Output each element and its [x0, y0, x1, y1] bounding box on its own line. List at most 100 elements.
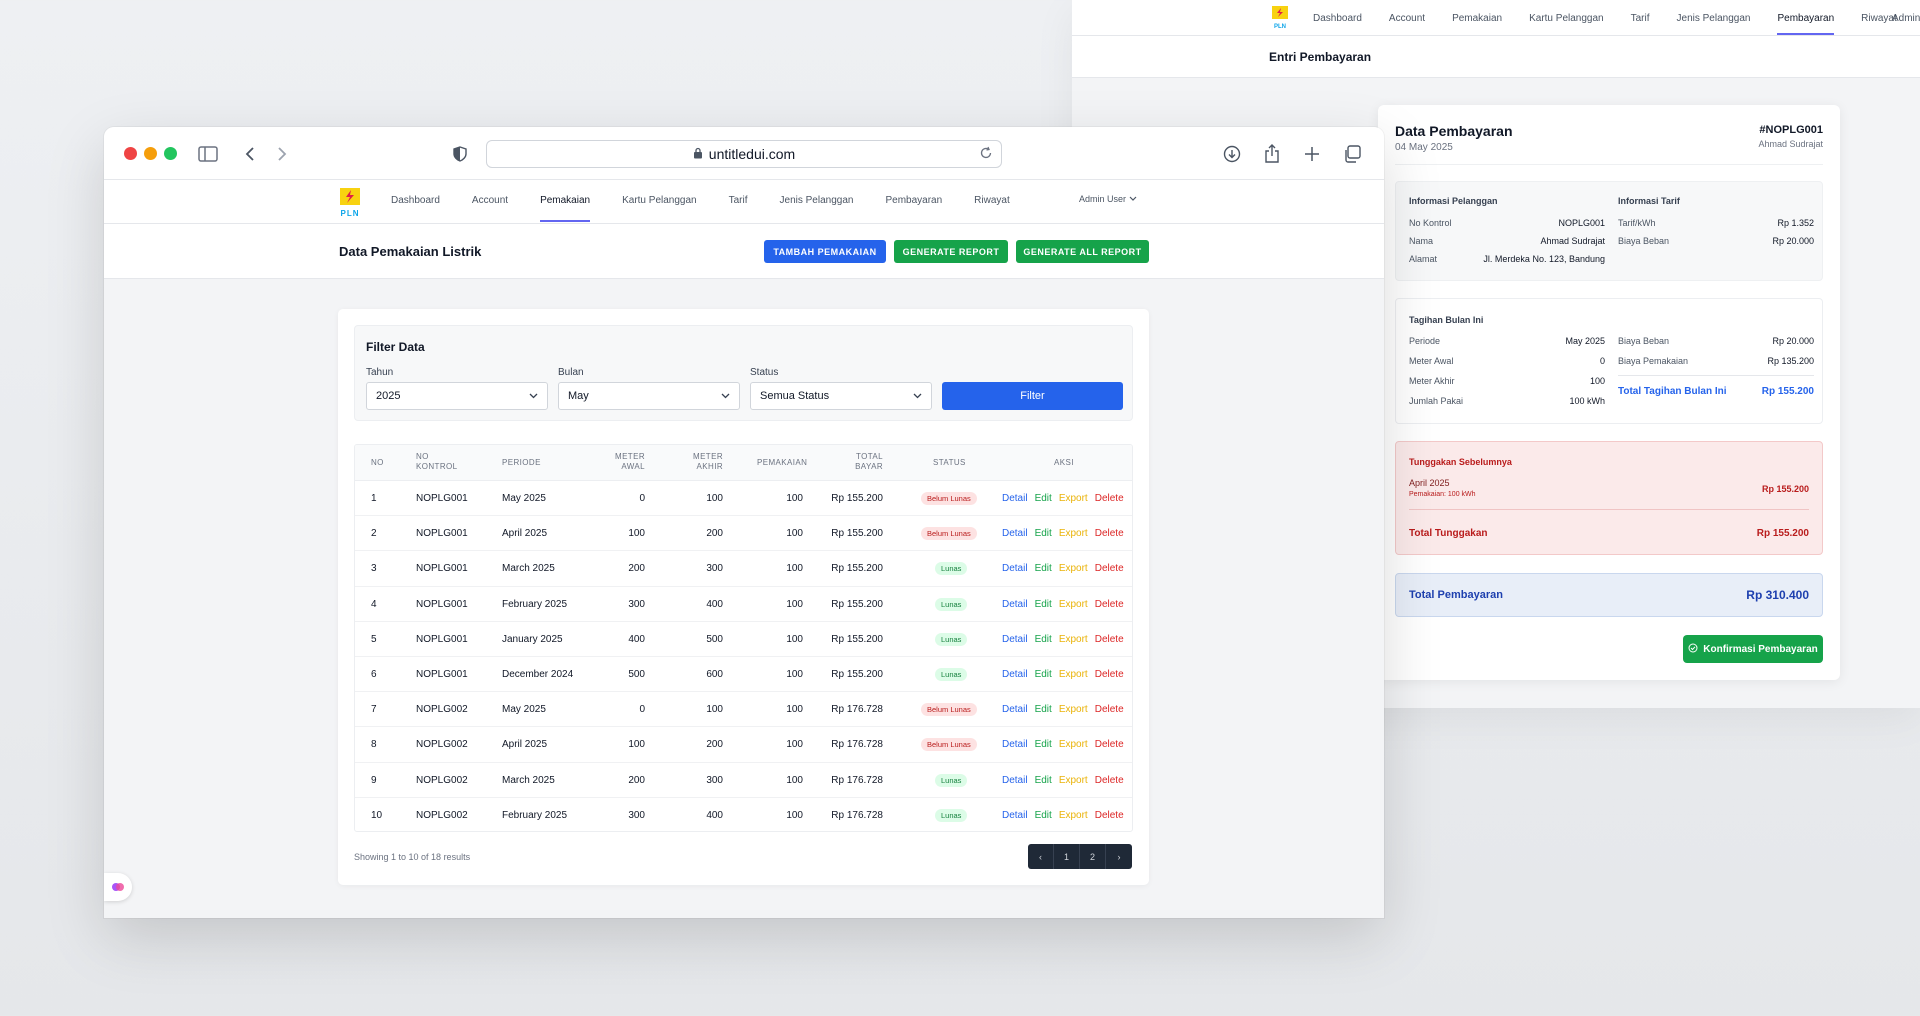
delete-link[interactable]: Delete — [1094, 704, 1124, 716]
confirm-payment-button[interactable]: Konfirmasi Pembayaran — [1683, 635, 1823, 663]
delete-link[interactable]: Delete — [1094, 774, 1124, 786]
close-window-button[interactable] — [124, 147, 137, 160]
export-link[interactable]: Export — [1058, 528, 1088, 540]
maximize-window-button[interactable] — [164, 147, 177, 160]
export-link[interactable]: Export — [1058, 563, 1088, 575]
delete-link[interactable]: Delete — [1094, 598, 1124, 610]
sidebar-toggle-icon[interactable] — [196, 142, 220, 166]
detail-link[interactable]: Detail — [1002, 633, 1028, 645]
bulan-label: Bulan — [558, 367, 584, 378]
pager-page-1[interactable]: 1 — [1054, 844, 1080, 869]
delete-link[interactable]: Delete — [1094, 633, 1124, 645]
cell-total-bayar: Rp 155.200 — [831, 598, 883, 610]
shield-icon[interactable] — [448, 142, 472, 166]
admin-user-menu[interactable]: Admin User — [1079, 194, 1137, 204]
tambah-pemakaian-button[interactable]: TAMBAH PEMAKAIAN — [764, 240, 886, 263]
bill-row: Meter Akhir 100 — [1409, 376, 1605, 386]
delete-link[interactable]: Delete — [1094, 493, 1124, 504]
delete-link[interactable]: Delete — [1094, 809, 1124, 821]
bulan-select[interactable]: May — [558, 382, 740, 410]
edit-link[interactable]: Edit — [1034, 739, 1052, 751]
edit-link[interactable]: Edit — [1034, 668, 1052, 680]
cell-no-kontrol: NOPLG001 — [416, 563, 468, 575]
floating-assistant-icon[interactable] — [104, 873, 132, 901]
share-icon[interactable] — [1260, 142, 1284, 166]
delete-link[interactable]: Delete — [1094, 668, 1124, 680]
divider — [1409, 509, 1809, 510]
edit-link[interactable]: Edit — [1034, 528, 1052, 540]
export-link[interactable]: Export — [1058, 598, 1088, 610]
detail-link[interactable]: Detail — [1002, 668, 1028, 680]
detail-link[interactable]: Detail — [1002, 493, 1028, 504]
detail-link[interactable]: Detail — [1002, 809, 1028, 821]
detail-link[interactable]: Detail — [1002, 528, 1028, 540]
nav-tarif[interactable]: Tarif — [728, 195, 748, 206]
new-tab-plus-icon[interactable] — [1300, 142, 1324, 166]
edit-link[interactable]: Edit — [1034, 598, 1052, 610]
tahun-select[interactable]: 2025 — [366, 382, 548, 410]
th-pemakaian: PEMAKAIAN — [757, 458, 808, 467]
filter-button[interactable]: Filter — [942, 382, 1123, 410]
cell-no: 5 — [371, 633, 377, 645]
tabs-overview-icon[interactable] — [1340, 142, 1364, 166]
back-nav-riwayat[interactable]: Riwayat — [1861, 13, 1897, 24]
back-nav-pembayaran[interactable]: Pembayaran — [1777, 13, 1835, 35]
download-icon[interactable] — [1220, 142, 1244, 166]
export-link[interactable]: Export — [1058, 633, 1088, 645]
back-nav-account[interactable]: Account — [1388, 13, 1426, 24]
pager-prev-button[interactable]: ‹ — [1028, 844, 1054, 869]
back-nav-dashboard[interactable]: Dashboard — [1313, 13, 1362, 24]
edit-link[interactable]: Edit — [1034, 774, 1052, 786]
edit-link[interactable]: Edit — [1034, 704, 1052, 716]
cell-meter-akhir: 100 — [706, 493, 723, 504]
export-link[interactable]: Export — [1058, 704, 1088, 716]
page-header: Data Pemakaian Listrik TAMBAH PEMAKAIAN … — [104, 224, 1384, 279]
bill-row: Periode May 2025 — [1409, 336, 1605, 346]
cell-no: 7 — [371, 704, 377, 716]
address-bar[interactable]: untitledui.com — [486, 140, 1002, 168]
minimize-window-button[interactable] — [144, 147, 157, 160]
nav-dashboard[interactable]: Dashboard — [391, 195, 440, 206]
export-link[interactable]: Export — [1058, 809, 1088, 821]
back-admin-menu[interactable]: Admin U — [1892, 13, 1920, 24]
nav-kartu-pelanggan[interactable]: Kartu Pelanggan — [622, 195, 697, 206]
back-arrow-icon[interactable] — [238, 142, 262, 166]
detail-link[interactable]: Detail — [1002, 739, 1028, 751]
delete-link[interactable]: Delete — [1094, 528, 1124, 540]
export-link[interactable]: Export — [1058, 493, 1088, 504]
pager-page-2[interactable]: 2 — [1080, 844, 1106, 869]
edit-link[interactable]: Edit — [1034, 809, 1052, 821]
delete-link[interactable]: Delete — [1094, 563, 1124, 575]
export-link[interactable]: Export — [1058, 668, 1088, 680]
delete-link[interactable]: Delete — [1094, 739, 1124, 751]
cell-periode: May 2025 — [502, 704, 546, 716]
back-nav-pemakaian[interactable]: Pemakaian — [1452, 13, 1503, 24]
nav-jenis-pelanggan[interactable]: Jenis Pelanggan — [779, 195, 854, 206]
nav-riwayat[interactable]: Riwayat — [974, 195, 1010, 206]
nav-pemakaian[interactable]: Pemakaian — [540, 195, 591, 222]
detail-link[interactable]: Detail — [1002, 774, 1028, 786]
generate-report-button[interactable]: GENERATE REPORT — [894, 240, 1008, 263]
detail-link[interactable]: Detail — [1002, 563, 1028, 575]
nav-pembayaran[interactable]: Pembayaran — [885, 195, 943, 206]
row-actions: Detail Edit Export Delete — [1002, 810, 1124, 821]
bill-value: Rp 135.200 — [1767, 356, 1814, 366]
forward-arrow-icon[interactable] — [270, 142, 294, 166]
export-link[interactable]: Export — [1058, 739, 1088, 751]
back-nav-jenis-pelanggan[interactable]: Jenis Pelanggan — [1676, 13, 1751, 24]
edit-link[interactable]: Edit — [1034, 633, 1052, 645]
pager-next-button[interactable]: › — [1117, 851, 1121, 862]
export-link[interactable]: Export — [1058, 774, 1088, 786]
edit-link[interactable]: Edit — [1034, 563, 1052, 575]
nav-account[interactable]: Account — [471, 195, 509, 206]
generate-all-report-button[interactable]: GENERATE ALL REPORT — [1016, 240, 1149, 263]
back-nav-kartu-pelanggan[interactable]: Kartu Pelanggan — [1529, 13, 1604, 24]
table-header: NO NO KONTROL PERIODE METER AWAL METER AKHI… — [355, 445, 1132, 481]
detail-link[interactable]: Detail — [1002, 704, 1028, 716]
detail-link[interactable]: Detail — [1002, 598, 1028, 610]
back-nav-tarif[interactable]: Tarif — [1630, 13, 1650, 24]
reload-icon[interactable] — [979, 146, 993, 163]
pln-logo-icon[interactable]: PLN — [339, 188, 361, 221]
status-select[interactable]: Semua Status — [750, 382, 932, 410]
edit-link[interactable]: Edit — [1034, 493, 1052, 504]
